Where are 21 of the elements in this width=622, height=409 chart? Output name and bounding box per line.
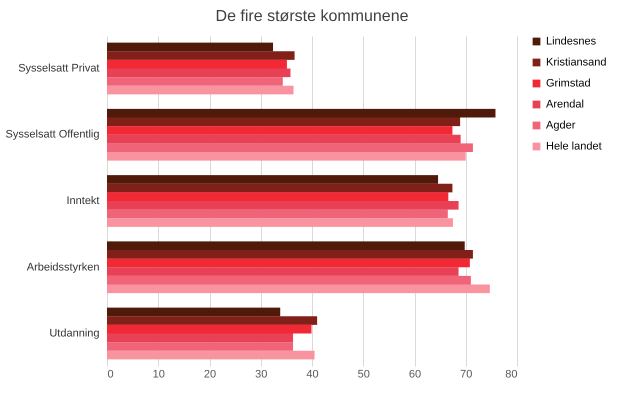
y-tick-label: Sysselsatt Privat	[18, 62, 100, 74]
legend-label: Kristiansand	[546, 56, 607, 68]
x-tick-label: 20	[204, 368, 216, 380]
x-tick-label: 70	[460, 368, 472, 380]
y-tick-label: Sysselsatt Offentlig	[6, 128, 100, 141]
x-tick-label: 10	[152, 368, 165, 380]
x-tick-label: 30	[255, 368, 268, 380]
legend-label: Hele landet	[546, 140, 602, 152]
x-tick-label: 0	[108, 368, 114, 380]
legend-label: Grimstad	[546, 78, 591, 90]
x-tick-label: 50	[358, 368, 370, 380]
y-tick-label: Inntekt	[66, 195, 100, 207]
legend-label: Agder	[546, 120, 576, 132]
legend-label: Lindesnes	[546, 36, 597, 48]
x-tick-label: 40	[306, 368, 319, 380]
chart-title: De fire største kommunene	[216, 8, 409, 25]
x-tick-label: 60	[408, 368, 422, 380]
x-tick-label: 80	[505, 368, 518, 380]
y-tick-label: Utdanning	[49, 328, 100, 340]
y-tick-label: Arbeidsstyrken	[26, 261, 100, 274]
legend-label: Arendal	[546, 98, 584, 110]
